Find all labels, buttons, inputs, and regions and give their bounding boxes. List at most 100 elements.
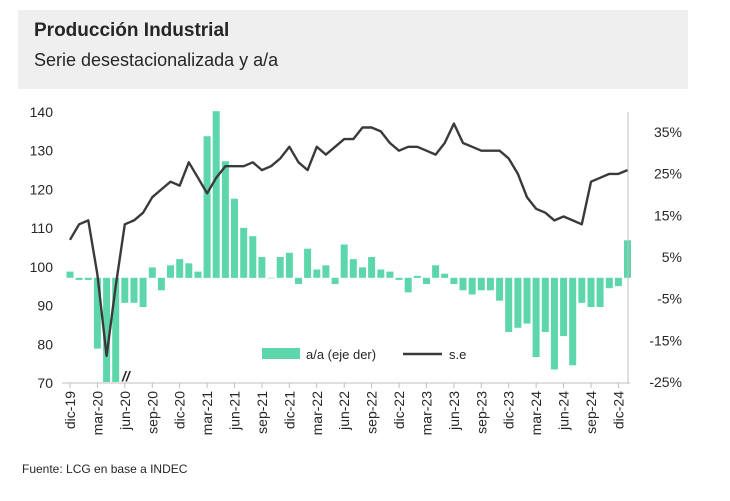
chart-subtitle: Serie desestacionalizada y a/a [34,50,279,70]
bar-13 [185,263,193,278]
x-tick-label: dic-24 [610,391,626,429]
bar-29 [331,277,339,285]
x-tick-label: jun-24 [556,391,572,431]
bar-25 [295,277,302,285]
bar-4 [103,277,111,382]
bar-16 [212,111,220,278]
bar-18 [231,198,238,278]
x-tick-label: sep-23 [473,391,489,434]
left-tick-label: 70 [37,375,53,391]
right-axis: -25% -15% -5% 5% 15% 25% 35% [627,112,682,390]
bar-10 [157,277,165,291]
right-tick-label: -25% [649,374,682,390]
legend-bar-label: a/a (eje der) [306,347,376,362]
x-tick-label: mar-21 [199,391,215,436]
x-tick-label: sep-21 [254,391,270,434]
left-tick-label: 90 [37,298,53,314]
x-tick-label: jun-21 [227,391,243,431]
left-tick-label: 130 [30,143,54,159]
bar-20 [249,236,257,278]
bar-22 [267,277,275,279]
bar-21 [258,257,266,278]
legend-line-label: s.e [449,347,466,362]
bar-50 [523,277,531,324]
right-tick-label: 15% [654,207,682,223]
x-tick-label: dic-20 [172,391,188,429]
bar-3 [93,277,101,349]
bar-37 [404,277,412,293]
x-tick-label: jun-23 [446,391,462,431]
line-series-se [68,122,628,358]
bar-11 [167,265,174,278]
bar-60 [614,277,622,287]
bar-35 [386,271,394,278]
bar-5 [112,277,120,382]
bar-41 [441,273,449,278]
bar-47 [496,277,504,301]
bar-40 [432,265,440,278]
x-tick-label: dic-22 [391,391,407,429]
bar-34 [377,269,385,278]
x-tick-label: sep-24 [583,391,599,434]
bar-19 [240,227,248,278]
bar-26 [304,248,312,278]
chart-header: Producción Industrial Serie desestaciona… [18,10,688,89]
bar-58 [596,277,604,307]
bar-49 [514,277,522,328]
bar-33 [368,257,376,278]
bar-27 [313,269,321,278]
left-tick-label: 140 [30,104,54,120]
right-tick-label: 35% [654,124,682,140]
legend: a/a (eje der) s.e [262,347,466,362]
bar-44 [468,277,476,295]
x-axis: dic-19 mar-20 jun-20 sep-20 dic-20 mar-21 jun-… [62,382,630,436]
bar-14 [194,271,202,278]
source-note: Fuente: LCG en base a INDEC [22,462,188,476]
x-tick-label: mar-23 [419,391,435,436]
x-tick-label: sep-20 [144,391,160,434]
bar-30 [340,244,348,278]
bar-23 [276,257,284,278]
left-tick-label: 100 [30,259,54,275]
bar-15 [203,136,211,278]
x-tick-label: sep-22 [364,391,380,434]
bar-24 [285,252,293,278]
legend-bar-swatch [262,348,300,359]
bar-51 [532,277,540,357]
x-tick-label: mar-24 [528,391,544,436]
bar-12 [176,259,184,278]
bar-31 [349,259,357,278]
x-tick-label: jun-22 [336,391,352,431]
right-tick-label: -5% [657,291,682,307]
right-tick-label: 25% [654,166,682,182]
bar-8 [139,277,147,307]
bar-48 [505,277,513,332]
chart-title: Producción Industrial [34,20,230,41]
x-tick-label: dic-23 [501,391,517,429]
bar-2 [84,277,92,280]
left-axis: 70 80 90 100 110 120 130 140 [30,104,54,391]
bar-38 [413,275,421,278]
x-tick-label: mar-22 [309,391,325,436]
left-tick-label: 110 [31,220,54,236]
bar-55 [569,277,577,366]
bar-59 [605,277,613,289]
bar-32 [359,267,366,278]
bar-36 [395,277,403,280]
bar-9 [148,267,156,278]
axis-break-mark: // [121,368,132,384]
bar-28 [322,265,330,278]
left-tick-label: 120 [30,181,54,197]
bar-42 [450,277,458,285]
left-tick-label: 80 [37,336,53,352]
bar-series [66,111,631,382]
bar-54 [560,277,568,337]
bar-1 [75,277,83,280]
right-tick-label: -15% [649,332,682,348]
x-tick-label: dic-19 [62,391,78,429]
x-tick-label: dic-21 [281,391,297,429]
bar-56 [578,277,586,303]
bar-39 [423,277,430,285]
bar-17 [221,161,229,278]
